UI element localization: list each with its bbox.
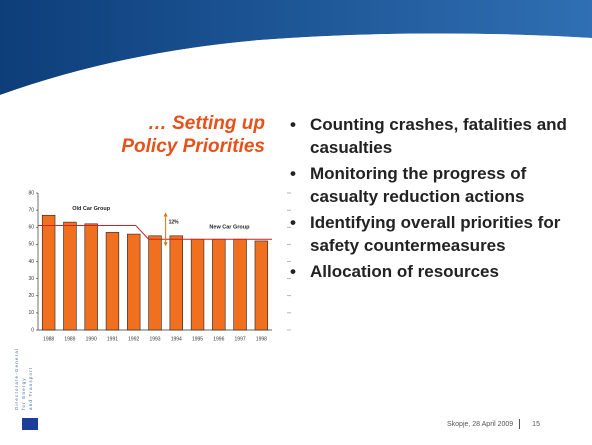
chart: 0 10 20 30 40 50 60 70 80 1988 1989 1990 1991 1992 199…	[28, 190, 291, 342]
bar	[254, 240, 269, 331]
slide-title: … Setting up Policy Priorities	[121, 112, 265, 158]
title-line: … Setting up	[147, 113, 265, 134]
logo-text: for Energy	[21, 377, 26, 410]
bullet: Identifying overall priorities for safet…	[288, 212, 580, 257]
logo: Directorate-General for Energy and Transpo…	[14, 348, 33, 410]
y-tick-label: 30	[28, 276, 34, 282]
x-tick-label: 1998	[256, 336, 267, 342]
x-tick-label: 1997	[235, 336, 246, 342]
eu-flag	[22, 418, 38, 430]
bar	[84, 223, 98, 331]
y-tick-label: 60	[28, 225, 34, 231]
footer: Skopje, 28 April 2009 15	[447, 419, 540, 429]
bar	[41, 214, 56, 331]
bar	[233, 238, 247, 331]
annotation: Old Car Group	[72, 206, 111, 212]
bar	[148, 235, 162, 331]
bar	[105, 232, 120, 331]
x-tick-label: 1992	[128, 336, 139, 342]
x-tick-label: 1993	[149, 336, 160, 342]
logo-text: and Transport	[28, 367, 33, 410]
bullet-list: Counting crashes, fatalities and casualt…	[288, 114, 580, 288]
bar	[127, 233, 141, 331]
x-tick-label: 1988	[43, 336, 54, 342]
header-curve	[0, 33, 592, 100]
bar	[169, 235, 183, 331]
bullet: Allocation of resources	[288, 261, 580, 284]
bullet: Monitoring the progress of casualty redu…	[288, 163, 580, 208]
bar	[190, 238, 205, 331]
header-band	[0, 0, 592, 95]
y-tick-label: 0	[31, 327, 34, 333]
annotation: 12%	[169, 220, 180, 226]
annotation: New Car Group	[209, 225, 250, 231]
y-tick-label: 50	[28, 242, 34, 248]
x-tick-label: 1996	[213, 336, 224, 342]
y-tick-label: 40	[28, 259, 34, 265]
footer-date: Skopje, 28 April 2009	[447, 420, 514, 428]
y-tick-label: 10	[28, 310, 34, 316]
x-tick-label: 1989	[64, 336, 75, 342]
x-tick-label: 1990	[86, 336, 97, 342]
title-line: Policy Priorities	[121, 136, 265, 157]
x-tick-label: 1994	[171, 336, 182, 342]
x-tick-label: 1995	[192, 336, 203, 342]
page-number: 15	[532, 420, 540, 428]
separator	[519, 419, 521, 429]
arrow-head	[163, 212, 168, 247]
x-tick-label: 1991	[107, 336, 118, 342]
bar	[63, 221, 77, 331]
logo-text: Directorate-General	[14, 348, 19, 410]
bar	[212, 238, 226, 331]
bullet: Counting crashes, fatalities and casualt…	[288, 114, 580, 159]
level-transition	[135, 225, 149, 240]
y-tick-label: 20	[28, 293, 34, 299]
y-tick-label: 80	[28, 190, 34, 196]
y-tick-label: 70	[28, 207, 34, 213]
